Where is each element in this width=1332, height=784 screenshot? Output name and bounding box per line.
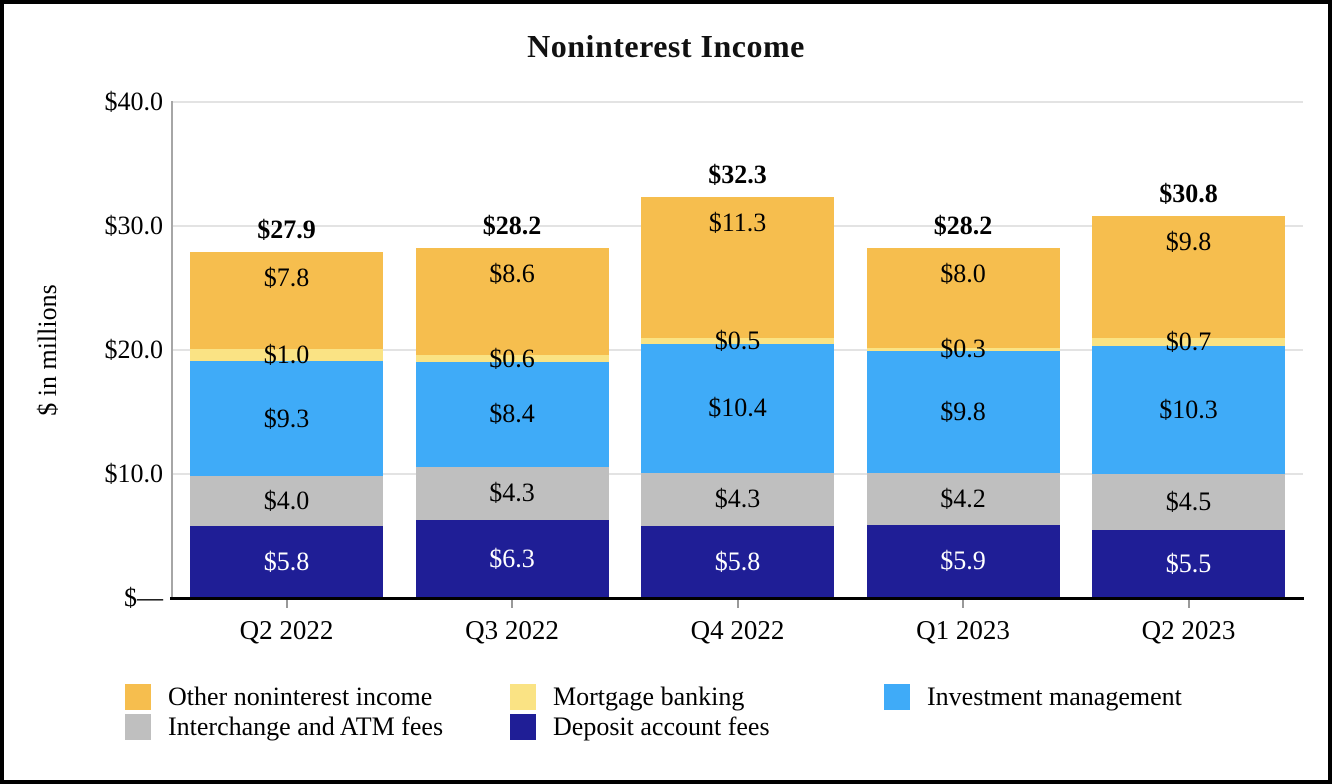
bar-segment-mortgage-banking: $1.0 <box>190 341 383 367</box>
bar-total-label: $30.8 <box>1159 179 1218 209</box>
bar-segment-other-noninterest-income: $11.3 <box>641 197 834 338</box>
bar-value-label: $4.5 <box>1165 486 1212 516</box>
bar-q3-2022: $6.3 $4.3 $8.4 $0.6 $8.6 <box>415 248 609 598</box>
bar-segment-interchange-and-atm-fees: $4.3 <box>415 466 609 520</box>
bar-value-label: $0.6 <box>489 343 535 373</box>
bar-value-label: $5.9 <box>940 546 986 576</box>
x-tick-label: Q4 2022 <box>690 615 785 645</box>
bar-segment-interchange-and-atm-fees: $4.5 <box>1092 474 1285 530</box>
bar-segment-mortgage-banking: $0.7 <box>1092 328 1285 354</box>
bar-value-label: $9.8 <box>940 396 986 426</box>
legend-label: Mortgage banking <box>553 682 745 711</box>
bar-segment-mortgage-banking: $0.6 <box>415 345 609 371</box>
x-axis-tick <box>736 600 739 608</box>
y-tick-label: $— <box>124 583 163 612</box>
x-tick-label: Q2 2022 <box>239 615 334 645</box>
bar-segment-interchange-and-atm-fees: $4.2 <box>866 472 1060 525</box>
bar-value-label: $9.3 <box>263 403 310 433</box>
legend-label: Investment management <box>927 682 1182 711</box>
bar-segment-investment-management: $8.4 <box>415 362 609 467</box>
bar-segment-deposit-account-fees: $5.5 <box>1092 529 1285 598</box>
y-tick-label: $20.0 <box>104 335 164 364</box>
bar-value-label: $4.3 <box>489 478 535 508</box>
bar-value-label: $10.3 <box>1159 395 1218 425</box>
bar-value-label: $8.4 <box>489 399 535 429</box>
bar-segment-deposit-account-fees: $6.3 <box>415 519 609 598</box>
bar-value-label: $0.5 <box>714 325 761 355</box>
bar-segment-interchange-and-atm-fees: $4.3 <box>641 472 834 527</box>
gridline <box>172 101 1303 103</box>
x-axis-tick <box>511 600 513 608</box>
bar-segment-deposit-account-fees: $5.9 <box>866 524 1060 598</box>
bar-segment-investment-management: $10.3 <box>1092 346 1285 474</box>
bar-q1-2023: $5.9 $4.2 $9.8 $0.3 $8.0 <box>866 248 1060 598</box>
bar-value-label: $11.3 <box>708 208 767 238</box>
bar-total-label: $28.2 <box>482 211 542 241</box>
legend-label: Interchange and ATM fees <box>168 712 444 741</box>
bar-total-label: $27.9 <box>257 215 316 245</box>
bar-segment-other-noninterest-income: $9.8 <box>1092 216 1285 338</box>
y-axis-line <box>171 101 173 598</box>
bar-value-label: $9.8 <box>1165 227 1212 257</box>
bar-value-label: $0.3 <box>940 334 986 364</box>
legend-item: Mortgage banking <box>510 684 744 710</box>
x-tick-label: Q2 2023 <box>1141 615 1236 645</box>
chart-title: Noninterest Income <box>527 28 805 64</box>
bar-value-label: $4.2 <box>940 483 986 513</box>
bar-segment-other-noninterest-income: $8.6 <box>415 248 609 355</box>
bar-segment-mortgage-banking: $0.3 <box>866 336 1060 362</box>
bar-segment-investment-management: $10.4 <box>641 343 834 473</box>
bar-total-label: $32.3 <box>708 160 767 190</box>
legend-swatch-mortgage-banking <box>510 684 536 710</box>
x-axis-tick <box>285 600 288 608</box>
y-tick-label: $40.0 <box>104 87 164 116</box>
bar-value-label: $5.5 <box>1165 548 1212 578</box>
legend-swatch-interchange-atm-fees <box>125 714 151 740</box>
bar-value-label: $1.0 <box>263 339 310 369</box>
y-tick-label: $10.0 <box>104 459 164 488</box>
bar-total-label: $28.2 <box>933 211 993 241</box>
legend-item: Deposit account fees <box>510 714 770 740</box>
bar-segment-investment-management: $9.3 <box>190 361 383 477</box>
legend-item: Investment management <box>884 684 1182 710</box>
x-axis-tick <box>962 600 964 608</box>
bar-value-label: $0.7 <box>1165 326 1212 356</box>
bar-q2-2022: $5.8 $4.0 $9.3 $1.0 $7.8 <box>190 252 383 598</box>
bar-value-label: $5.8 <box>714 547 761 577</box>
bar-value-label: $8.6 <box>489 259 535 289</box>
x-tick-label: Q1 2023 <box>916 615 1010 645</box>
bar-segment-investment-management: $9.8 <box>866 351 1060 473</box>
bar-value-label: $4.0 <box>263 486 310 516</box>
x-axis-line <box>170 597 1304 600</box>
bar-segment-other-noninterest-income: $8.0 <box>866 248 1060 348</box>
bar-segment-deposit-account-fees: $5.8 <box>190 526 383 598</box>
bar-segment-interchange-and-atm-fees: $4.0 <box>190 476 383 527</box>
legend-item: Interchange and ATM fees <box>125 714 443 740</box>
x-tick-label: Q3 2022 <box>465 615 559 645</box>
bar-segment-mortgage-banking: $0.5 <box>641 327 834 353</box>
bar-segment-other-noninterest-income: $7.8 <box>190 252 383 349</box>
x-axis-tick <box>1187 600 1190 608</box>
legend-swatch-deposit-account-fees <box>510 714 536 740</box>
bar-segment-deposit-account-fees: $5.8 <box>641 526 834 598</box>
bar-q4-2022: $5.8 $4.3 $10.4 $0.5 $11.3 <box>641 197 834 598</box>
y-tick-label: $30.0 <box>104 211 164 240</box>
legend-swatch-other-noninterest-income <box>125 684 151 710</box>
legend-label: Deposit account fees <box>553 712 770 741</box>
bar-value-label: $4.3 <box>714 484 761 514</box>
bar-value-label: $8.0 <box>940 259 986 289</box>
legend-item: Other noninterest income <box>125 684 432 710</box>
bar-q2-2023: $5.5 $4.5 $10.3 $0.7 $9.8 <box>1092 216 1285 598</box>
legend-swatch-investment-management <box>884 684 910 710</box>
bar-value-label: $10.4 <box>708 393 767 423</box>
legend-label: Other noninterest income <box>168 682 433 711</box>
bar-value-label: $7.8 <box>263 263 310 293</box>
bar-value-label: $5.8 <box>263 547 310 577</box>
bar-value-label: $6.3 <box>489 543 535 573</box>
